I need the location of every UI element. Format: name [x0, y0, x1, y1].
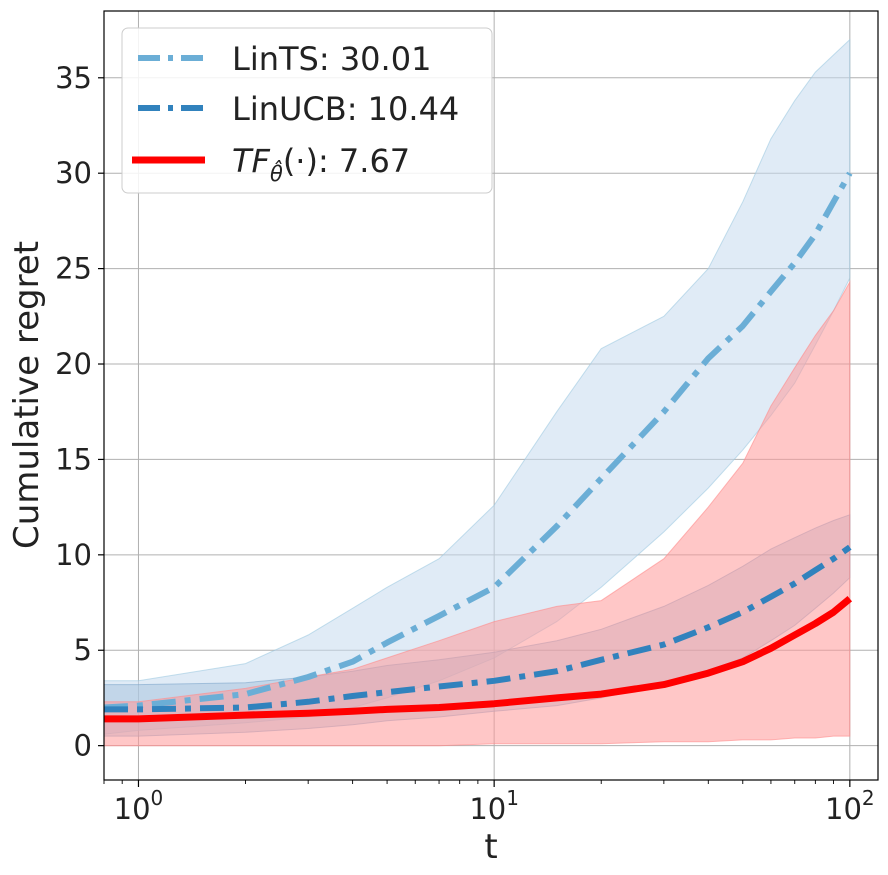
legend: LinTS: 30.01 LinUCB: 10.44 TFθ̂(·): 7.67	[121, 27, 493, 194]
legend-box	[121, 27, 493, 194]
y-tick-label: 5	[74, 633, 92, 667]
line-linucb	[104, 544, 852, 713]
y-axis-ticks: 0 5 10 15 20 25 30 35	[55, 61, 104, 763]
plot-frame	[103, 10, 879, 781]
y-tick-label: 35	[55, 61, 92, 95]
y-tick-label: 0	[74, 729, 92, 763]
y-axis-title: Cumulative regret	[7, 241, 47, 549]
x-axis-ticks: 100 101 102	[103, 780, 875, 826]
y-tick-label: 20	[55, 347, 92, 381]
y-tick-label: 15	[55, 442, 92, 476]
legend-label-tf-rest: (·): 7.67	[283, 142, 410, 180]
x-axis-title: t	[484, 827, 497, 867]
legend-label-lints: LinTS: 30.01	[232, 40, 431, 78]
legend-label-linucb: LinUCB: 10.44	[232, 90, 459, 128]
x-tick-label: 100	[114, 786, 164, 826]
legend-label-tf-main: TF	[232, 142, 271, 180]
band-tf	[103, 280, 851, 747]
line-lints	[103, 171, 853, 711]
legend-label-tf-sub: θ̂	[270, 160, 283, 186]
y-tick-label: 25	[55, 252, 92, 286]
x-tick-label: 101	[469, 786, 519, 826]
series-lines	[103, 171, 853, 723]
x-tick-label: 102	[825, 786, 875, 826]
y-tick-label: 10	[55, 538, 92, 572]
legend-label-tf: TFθ̂(·): 7.67	[232, 142, 410, 186]
line-tf	[104, 596, 853, 723]
y-tick-label: 30	[55, 156, 92, 190]
